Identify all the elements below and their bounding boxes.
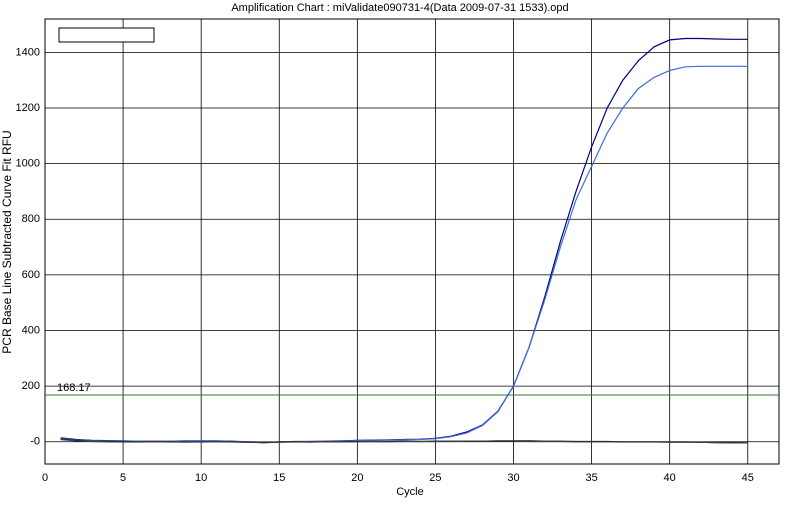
y-tick-label: 600: [22, 269, 40, 281]
chart-title: Amplification Chart : miValidate090731-4…: [231, 2, 568, 14]
y-tick-label: 800: [22, 213, 40, 225]
y-tick-label: -0: [30, 436, 40, 448]
x-axis-label: Cycle: [396, 486, 424, 498]
x-tick-label: 15: [273, 472, 285, 484]
x-tick-label: 30: [507, 472, 519, 484]
y-tick-label: 1000: [16, 158, 40, 170]
x-tick-label: 40: [664, 472, 676, 484]
x-tick-label: 45: [742, 472, 754, 484]
x-tick-label: 20: [351, 472, 363, 484]
x-tick-label: 35: [585, 472, 597, 484]
y-tick-label: 400: [22, 324, 40, 336]
plot-border: [44, 18, 780, 465]
y-tick-label: 1200: [16, 102, 40, 114]
legend-box: [58, 27, 155, 43]
y-axis-label: PCR Base Line Subtracted Curve Fit RFU: [0, 130, 14, 353]
series-line: [60, 438, 748, 444]
y-tick-label: 200: [22, 380, 40, 392]
y-tick-label: 1400: [16, 46, 40, 58]
x-tick-label: 25: [429, 472, 441, 484]
series-line: [60, 65, 748, 444]
x-tick-label: 10: [195, 472, 207, 484]
threshold-label: 168.17: [57, 382, 91, 394]
x-tick-label: 0: [42, 472, 48, 484]
x-tick-label: 5: [120, 472, 126, 484]
